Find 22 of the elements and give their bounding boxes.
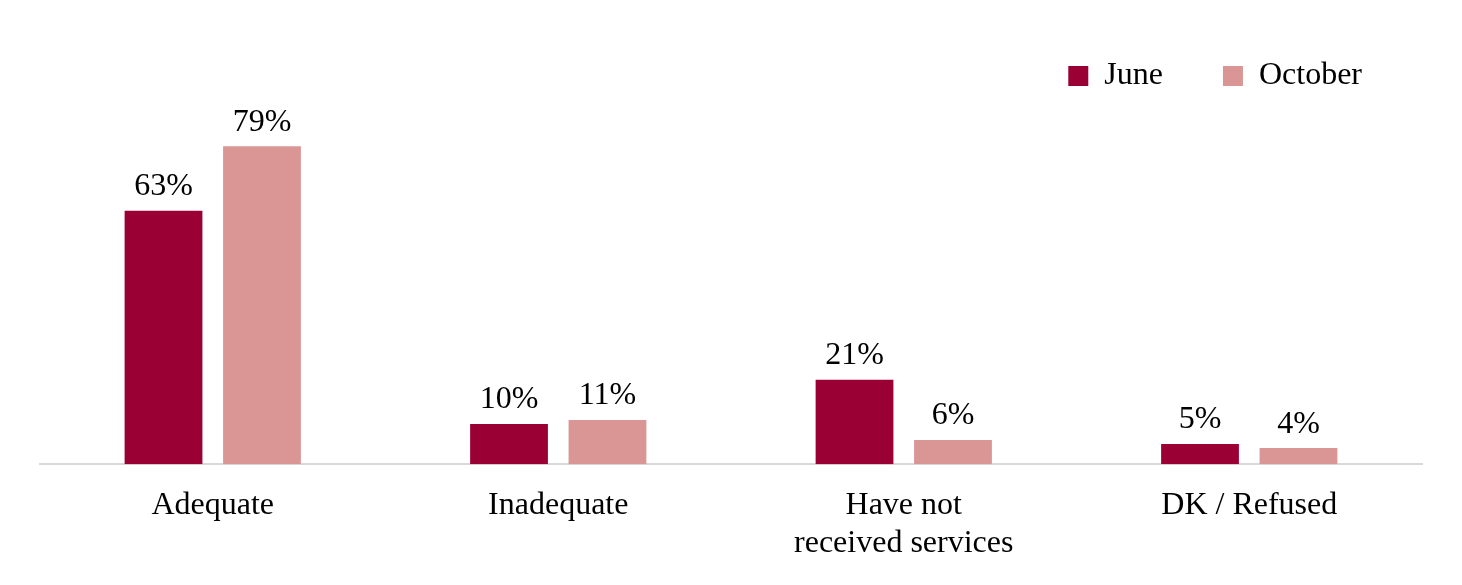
data-label: 63% (134, 166, 193, 203)
bar (470, 423, 548, 465)
data-label: 10% (479, 379, 539, 416)
bar (1259, 448, 1338, 465)
data-label: 5% (1178, 399, 1222, 436)
x-tick-label: Adequate (151, 484, 275, 521)
legend-label: June (1104, 55, 1163, 92)
data-label: 6% (931, 395, 975, 432)
legend-label: October (1258, 55, 1363, 92)
data-label: 4% (1277, 403, 1320, 440)
data-label: 11% (578, 375, 637, 412)
data-label: 79% (232, 101, 292, 138)
bar (1161, 444, 1239, 465)
bar (568, 419, 647, 465)
bar (815, 379, 894, 465)
bar (914, 440, 992, 465)
data-label: 21% (825, 335, 884, 372)
x-tick-label: Have not received services (794, 484, 1014, 560)
bar (223, 146, 301, 465)
x-tick-label: DK / Refused (1161, 484, 1338, 521)
bar (124, 210, 203, 465)
x-tick-label: Inadequate (488, 484, 629, 521)
